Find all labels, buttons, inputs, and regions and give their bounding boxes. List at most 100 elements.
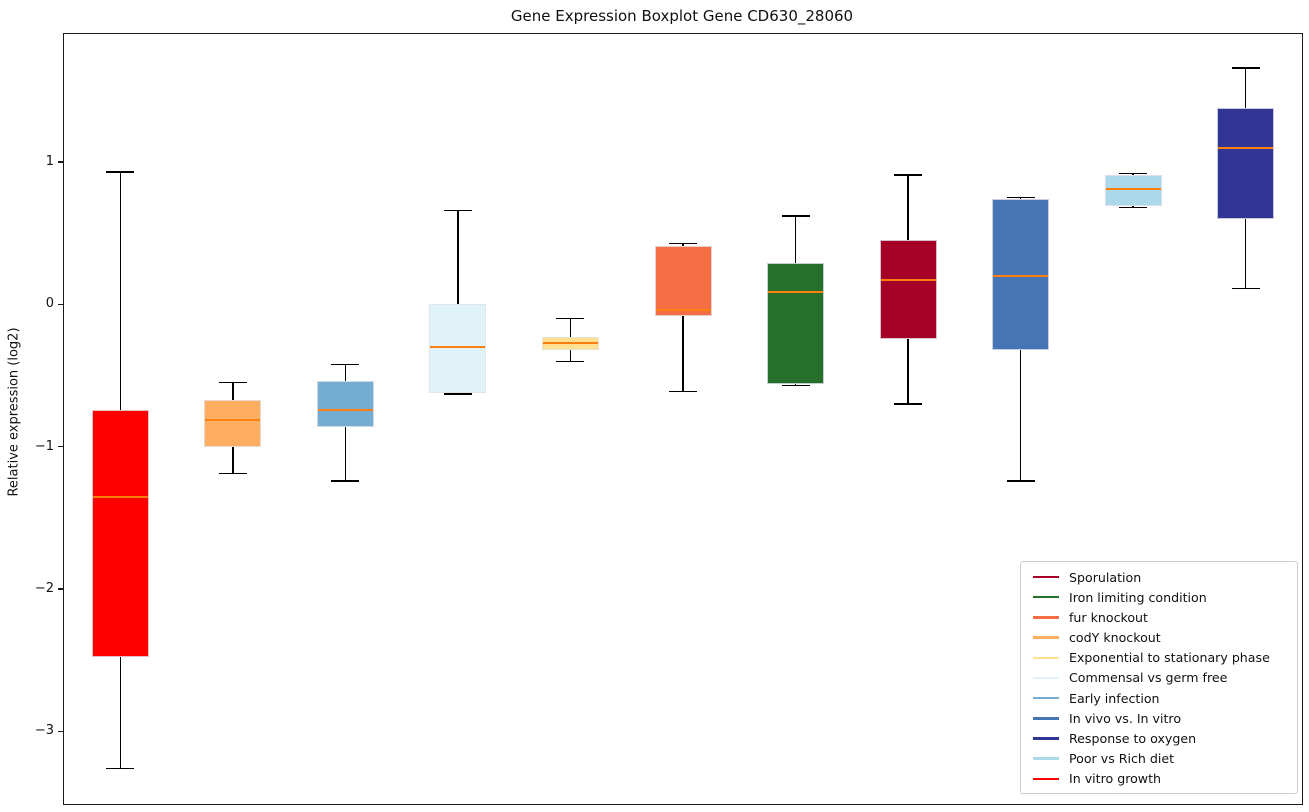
lower-whisker-cap [218, 473, 247, 475]
plot-area: 1 0 −1 −2 −3 [35, 33, 1303, 805]
upper-whisker [232, 382, 234, 400]
y-tick-label: 1 [45, 154, 54, 170]
legend-swatch-icon [1033, 575, 1059, 579]
upper-whisker [119, 172, 121, 410]
legend-label: Poor vs Rich diet [1069, 751, 1175, 767]
y-tick-mark [58, 446, 64, 448]
upper-whisker-cap [1119, 172, 1148, 175]
legend-item: Exponential to stationary phase [1033, 648, 1289, 668]
box-iron-limiting-condition [767, 263, 825, 385]
legend-swatch-icon [1033, 777, 1059, 781]
upper-whisker-cap [106, 171, 135, 173]
lower-whisker [907, 338, 909, 405]
legend-item: In vitro growth [1033, 769, 1289, 789]
upper-whisker-cap [331, 363, 360, 365]
legend: Sporulation Iron limiting condition fur kn… [1020, 561, 1298, 794]
lower-whisker-cap [556, 360, 585, 363]
median-line [430, 346, 486, 349]
box-response-to-oxygen [1217, 108, 1275, 220]
legend-item: Sporulation [1033, 567, 1289, 587]
y-tick-mark [58, 161, 64, 163]
legend-label: In vitro growth [1069, 771, 1162, 787]
lower-whisker-cap [331, 480, 360, 482]
legend-item: Poor vs Rich diet [1033, 749, 1289, 769]
legend-label: codY knockout [1069, 630, 1161, 646]
box-in-vivo-vs-in-vitro [992, 199, 1050, 350]
upper-whisker-cap [669, 242, 697, 244]
legend-label: Iron limiting condition [1069, 589, 1207, 605]
upper-whisker-cap [1006, 196, 1035, 199]
y-tick-label: −2 [34, 581, 54, 597]
median-line [655, 309, 711, 312]
legend-swatch-icon [1033, 616, 1059, 619]
y-tick-label: −3 [34, 723, 54, 739]
y-tick-mark [58, 730, 64, 733]
lower-whisker [1132, 206, 1134, 208]
upper-whisker [1245, 68, 1247, 108]
box-fur-knockout [654, 246, 712, 316]
median-line [1218, 146, 1274, 149]
median-line [317, 408, 373, 411]
upper-whisker-cap [1231, 67, 1260, 69]
box-poor-vs-rich-diet [1104, 174, 1162, 207]
legend-item: In vivo vs. In vitro [1033, 708, 1289, 728]
lower-whisker [682, 315, 684, 392]
legend-item: Early infection [1033, 688, 1289, 708]
median-line [542, 341, 598, 344]
y-axis-label: Relative expression (log2) [6, 327, 22, 497]
legend-item: codY knockout [1033, 628, 1289, 648]
median-line [880, 279, 936, 282]
legend-swatch-icon [1033, 595, 1059, 599]
upper-whisker [907, 174, 909, 241]
legend-swatch-icon [1033, 717, 1059, 720]
upper-whisker-cap [556, 317, 585, 320]
upper-whisker [682, 243, 684, 247]
upper-whisker-cap [894, 174, 923, 176]
legend-label: Sporulation [1069, 569, 1142, 585]
lower-whisker-cap [669, 390, 697, 392]
lower-whisker-cap [1119, 206, 1148, 209]
y-tick-mark [58, 303, 64, 306]
legend-swatch-icon [1033, 676, 1059, 680]
median-line [205, 418, 261, 421]
lower-whisker-cap [1231, 288, 1260, 290]
legend-swatch-icon [1033, 696, 1059, 700]
box-commensal-vs-germ-free [429, 304, 487, 393]
box-early-infection [316, 381, 374, 427]
lower-whisker [232, 446, 234, 474]
lower-whisker [1019, 349, 1022, 481]
lower-whisker [344, 426, 347, 481]
legend-item: Iron limiting condition [1033, 587, 1289, 607]
upper-whisker [1019, 197, 1022, 200]
box-cody-knockout [204, 399, 262, 447]
legend-swatch-icon [1033, 737, 1059, 740]
y-tick-mark [58, 588, 64, 590]
box-in-vitro-growth [91, 409, 149, 658]
upper-whisker-cap [781, 215, 810, 217]
upper-whisker [457, 210, 459, 305]
upper-whisker-cap [443, 209, 472, 212]
box-sporulation [879, 240, 937, 339]
y-tick-label: −1 [34, 438, 54, 454]
lower-whisker [457, 392, 459, 395]
legend-swatch-icon [1033, 757, 1059, 760]
lower-whisker-cap [894, 403, 923, 405]
lower-whisker [569, 349, 572, 362]
upper-whisker [344, 364, 347, 382]
median-line [768, 290, 824, 293]
median-line [993, 274, 1049, 277]
legend-swatch-icon [1033, 656, 1059, 659]
upper-whisker-cap [218, 382, 247, 384]
upper-whisker [1132, 173, 1134, 175]
legend-item: Response to oxygen [1033, 729, 1289, 749]
legend-label: Exponential to stationary phase [1069, 650, 1270, 666]
lower-whisker [1245, 219, 1247, 289]
lower-whisker-cap [1006, 480, 1035, 482]
lower-whisker-cap [106, 767, 135, 770]
upper-whisker [569, 318, 572, 338]
legend-label: In vivo vs. In vitro [1069, 710, 1182, 726]
lower-whisker [119, 657, 121, 769]
legend-swatch-icon [1033, 636, 1059, 639]
legend-label: Commensal vs germ free [1069, 670, 1228, 686]
